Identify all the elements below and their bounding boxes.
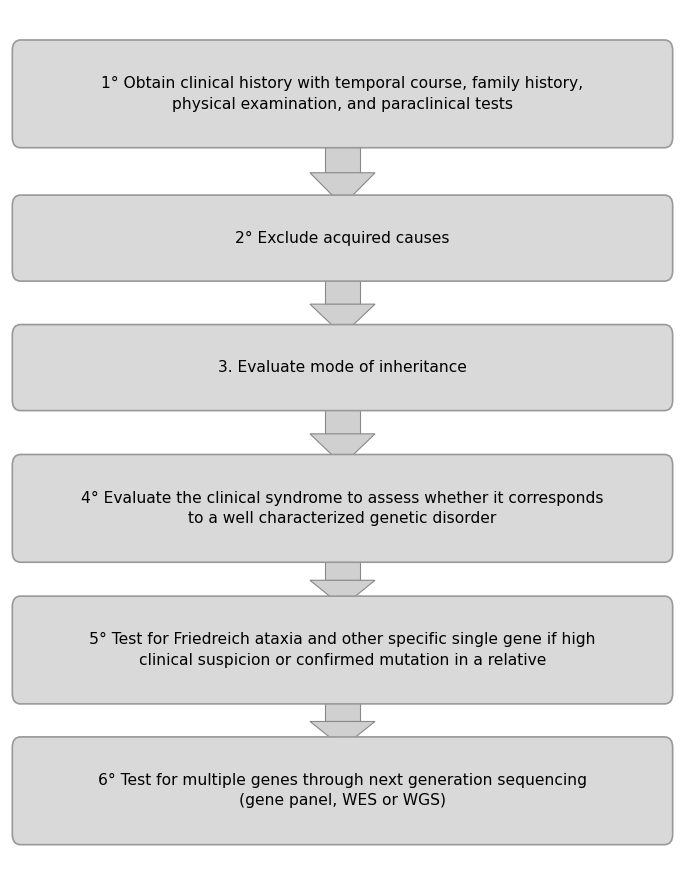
FancyBboxPatch shape [12, 454, 673, 562]
Polygon shape [310, 173, 375, 206]
Text: 4° Evaluate the clinical syndrome to assess whether it corresponds
to a well cha: 4° Evaluate the clinical syndrome to ass… [82, 491, 603, 526]
FancyBboxPatch shape [12, 325, 673, 411]
Text: 6° Test for multiple genes through next generation sequencing
(gene panel, WES o: 6° Test for multiple genes through next … [98, 773, 587, 808]
Polygon shape [310, 304, 375, 335]
Polygon shape [325, 552, 360, 580]
FancyBboxPatch shape [12, 196, 673, 282]
Text: 1° Obtain clinical history with temporal course, family history,
physical examin: 1° Obtain clinical history with temporal… [101, 76, 584, 111]
FancyBboxPatch shape [12, 596, 673, 704]
Text: 3. Evaluate mode of inheritance: 3. Evaluate mode of inheritance [218, 360, 467, 375]
Polygon shape [310, 580, 375, 607]
Polygon shape [325, 400, 360, 434]
Polygon shape [310, 434, 375, 465]
Text: 5° Test for Friedreich ataxia and other specific single gene if high
clinical su: 5° Test for Friedreich ataxia and other … [89, 633, 596, 667]
Polygon shape [310, 721, 375, 747]
Text: 2° Exclude acquired causes: 2° Exclude acquired causes [235, 230, 450, 246]
Polygon shape [325, 137, 360, 173]
Polygon shape [325, 693, 360, 721]
FancyBboxPatch shape [12, 40, 673, 148]
Polygon shape [325, 271, 360, 304]
FancyBboxPatch shape [12, 737, 673, 845]
